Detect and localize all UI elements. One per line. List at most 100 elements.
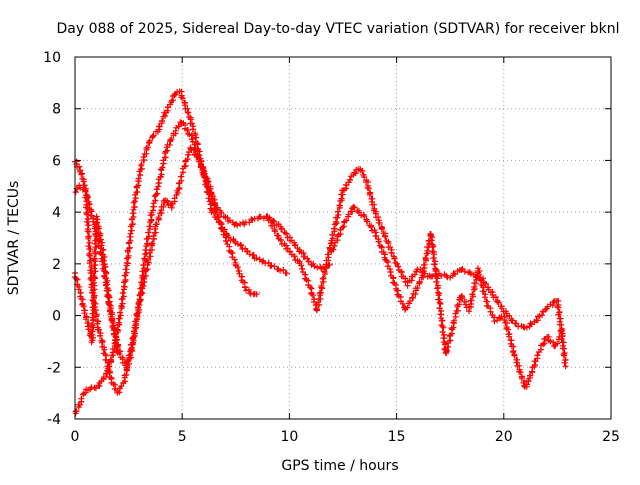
data-point	[192, 139, 194, 141]
data-point	[428, 276, 430, 278]
data-point	[430, 232, 432, 234]
data-point	[310, 289, 312, 291]
data-point	[278, 268, 280, 270]
data-point	[486, 302, 488, 304]
data-point	[363, 216, 366, 218]
x-tick-label: 20	[495, 429, 513, 445]
data-point	[342, 190, 344, 193]
data-point	[228, 237, 230, 239]
data-point	[503, 314, 505, 317]
data-point	[353, 172, 355, 174]
data-point	[140, 165, 143, 167]
data-point	[224, 237, 226, 239]
data-point	[78, 185, 80, 187]
data-point	[85, 190, 87, 193]
data-point	[151, 211, 153, 213]
data-point	[451, 327, 453, 330]
data-point	[102, 250, 104, 252]
data-point	[471, 273, 473, 275]
y-tick-label: -4	[47, 412, 61, 428]
data-point	[524, 387, 526, 389]
y-tick-label: 4	[52, 205, 61, 221]
data-point	[194, 133, 196, 136]
series-markers	[72, 88, 290, 417]
data-point	[100, 250, 102, 252]
data-point	[278, 237, 280, 239]
data-point	[267, 263, 269, 265]
grid	[75, 57, 611, 419]
data-point	[477, 268, 479, 270]
data-point	[130, 353, 132, 355]
data-point	[177, 190, 179, 193]
data-point	[546, 307, 548, 309]
data-point	[417, 268, 419, 270]
data-point	[128, 250, 130, 252]
data-point	[258, 291, 260, 293]
data-series	[71, 88, 569, 417]
data-point	[374, 232, 376, 234]
data-point	[406, 283, 408, 286]
data-point	[160, 172, 162, 174]
data-point	[288, 273, 290, 275]
data-point	[164, 198, 166, 200]
data-point	[175, 92, 177, 94]
data-point	[449, 276, 451, 278]
x-axis-label: GPS time / hours	[281, 458, 398, 474]
data-point	[108, 302, 110, 304]
series-markers	[264, 166, 569, 370]
data-point	[237, 242, 239, 244]
y-tick-label: -2	[47, 360, 61, 376]
data-point	[181, 121, 183, 123]
data-point	[203, 172, 205, 174]
data-point	[134, 198, 136, 200]
data-point	[565, 366, 567, 368]
x-tick-label: 0	[71, 429, 80, 445]
data-point	[235, 263, 237, 265]
data-point	[245, 221, 248, 224]
y-tick-label: 6	[52, 153, 61, 169]
series-5	[264, 166, 569, 370]
x-tick-label: 15	[388, 429, 406, 445]
data-point	[97, 327, 100, 330]
data-point	[173, 133, 175, 136]
x-tick-label: 25	[602, 429, 620, 445]
chart-title: Day 088 of 2025, Sidereal Day-to-day VTE…	[57, 21, 620, 37]
series-4	[71, 213, 121, 356]
data-point	[145, 250, 147, 252]
data-point	[215, 206, 218, 208]
data-point	[170, 100, 173, 102]
data-point	[503, 309, 505, 311]
data-point	[385, 237, 387, 239]
data-point	[421, 276, 423, 278]
data-point	[537, 353, 539, 355]
data-point	[288, 250, 290, 252]
data-point	[245, 250, 248, 252]
data-point	[235, 224, 237, 226]
data-point	[331, 263, 333, 265]
x-tick-label: 5	[178, 429, 187, 445]
data-point	[183, 102, 185, 105]
data-point	[110, 379, 113, 381]
data-point	[89, 387, 91, 389]
data-point	[331, 250, 333, 252]
data-point	[93, 224, 95, 226]
data-point	[320, 268, 323, 270]
data-point	[359, 167, 361, 169]
data-point	[164, 113, 166, 115]
data-point	[396, 263, 398, 265]
y-tick-label: 2	[52, 257, 61, 273]
data-point	[95, 216, 98, 218]
data-point	[310, 263, 312, 265]
data-point	[331, 237, 333, 239]
data-point	[554, 346, 556, 348]
data-point	[563, 327, 565, 330]
data-point	[117, 392, 119, 394]
data-point	[155, 224, 158, 226]
data-point	[166, 146, 168, 149]
series-6	[328, 204, 566, 390]
data-point	[524, 327, 526, 330]
data-point	[342, 224, 344, 226]
data-point	[170, 206, 173, 208]
data-point	[224, 216, 226, 218]
